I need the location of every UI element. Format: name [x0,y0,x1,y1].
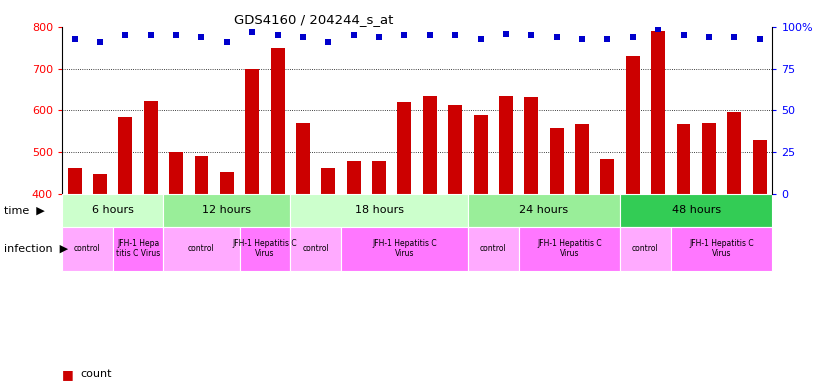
Bar [240,227,290,271]
Bar [626,56,640,194]
Bar [676,124,691,194]
Bar [397,102,411,194]
Bar [468,194,620,227]
Bar [601,159,615,194]
Bar [347,161,361,194]
Text: control: control [480,244,506,253]
Text: 24 hours: 24 hours [520,205,568,215]
Bar [194,156,208,194]
Text: 48 hours: 48 hours [672,205,721,215]
Bar [468,227,519,271]
Text: JFH-1 Hepatitis C
Virus: JFH-1 Hepatitis C Virus [373,239,437,258]
Bar [164,227,240,271]
Bar [290,194,468,227]
Text: JFH-1 Hepatitis C
Virus: JFH-1 Hepatitis C Virus [233,239,297,258]
Text: GDS4160 / 204244_s_at: GDS4160 / 204244_s_at [235,13,393,26]
Bar [290,227,341,271]
Text: JFH-1 Hepatitis C
Virus: JFH-1 Hepatitis C Virus [689,239,754,258]
Bar [423,96,437,194]
Bar [519,227,620,271]
Bar [68,168,82,194]
Bar [727,113,741,194]
Bar [220,172,234,194]
Text: 6 hours: 6 hours [92,205,134,215]
Bar [671,227,772,271]
Text: time  ▶: time ▶ [4,205,45,215]
Text: infection  ▶: infection ▶ [4,243,69,254]
Text: ■: ■ [62,368,74,381]
Text: 18 hours: 18 hours [354,205,404,215]
Text: 12 hours: 12 hours [202,205,251,215]
Bar [271,48,285,194]
Bar [341,227,468,271]
Text: JFH-1 Hepatitis C
Virus: JFH-1 Hepatitis C Virus [537,239,601,258]
Bar [372,161,386,194]
Bar [93,174,107,194]
Bar [321,167,335,194]
Bar [549,128,563,194]
Bar [296,123,310,194]
Bar [620,227,671,271]
Bar [62,227,112,271]
Bar [525,97,539,194]
Bar [449,105,463,194]
Bar [752,140,767,194]
Bar [499,96,513,194]
Text: JFH-1 Hepa
titis C Virus: JFH-1 Hepa titis C Virus [116,239,160,258]
Bar [118,117,132,194]
Bar [473,116,487,194]
Bar [575,124,589,194]
Text: control: control [74,244,101,253]
Bar [144,101,158,194]
Bar [245,69,259,194]
Bar [620,194,772,227]
Bar [62,194,164,227]
Bar [164,194,290,227]
Bar [651,31,665,194]
Text: count: count [80,369,112,379]
Text: control: control [188,244,215,253]
Text: control: control [632,244,659,253]
Bar [112,227,164,271]
Text: control: control [302,244,329,253]
Bar [169,152,183,194]
Bar [702,123,716,194]
